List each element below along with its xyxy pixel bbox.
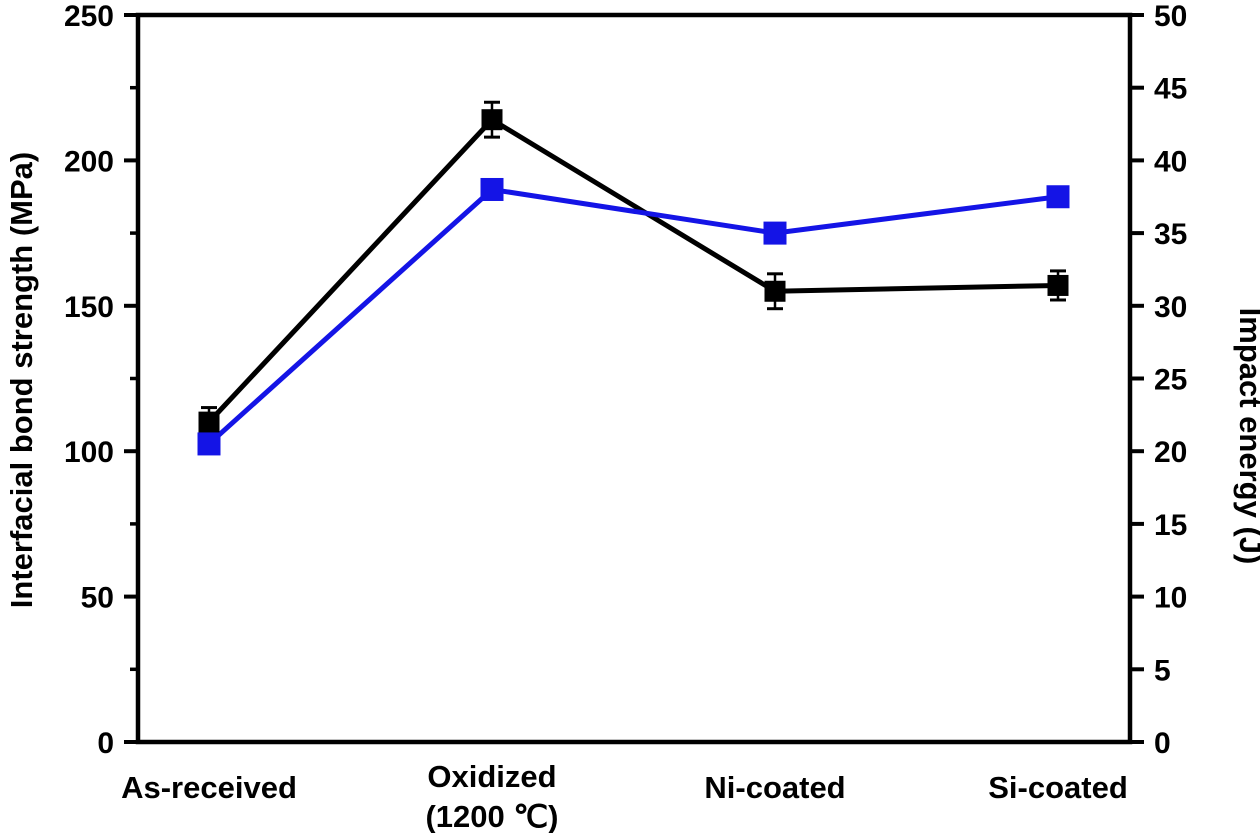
axes-layer: 0 50 100 150 200 250 0 5 10 15 20 25 30 35 40 45 50 As-re… [64, 0, 1187, 833]
impact-energy-marker [480, 177, 504, 201]
x-category-label: (1200 ℃) [425, 799, 558, 833]
x-category-label: Ni-coated [704, 770, 845, 805]
right-axis-tick-label: 35 [1154, 218, 1187, 251]
right-axis-tick-label: 15 [1154, 509, 1187, 542]
series-layer [197, 100, 1070, 456]
left-axis-tick-label: 200 [64, 145, 114, 178]
impact-energy-marker [763, 221, 787, 245]
right-axis-tick-label: 10 [1154, 582, 1187, 615]
x-category-label: Oxidized [427, 759, 556, 794]
right-axis-tick-label: 0 [1154, 727, 1171, 760]
impact-energy-line [207, 186, 1059, 446]
titles-layer: Interfacial bond strength (MPa) Impact e… [4, 152, 1260, 608]
x-category-label: Si-coated [988, 770, 1128, 805]
left-axis-tick-label: 50 [81, 582, 114, 615]
left-axis-title: Interfacial bond strength (MPa) [4, 152, 39, 608]
left-axis-tick-label: 100 [64, 436, 114, 469]
right-axis-tick-label: 20 [1154, 436, 1187, 469]
left-axis-tick-label: 0 [97, 727, 114, 760]
interfacial-bond-strength-marker [481, 109, 503, 131]
impact-energy-marker [1046, 185, 1070, 209]
interfacial-bond-strength-marker [764, 280, 786, 302]
right-axis-tick-label: 25 [1154, 364, 1187, 397]
right-axis-title: Impact energy (J) [1233, 308, 1260, 565]
right-axis-tick-label: 5 [1154, 654, 1171, 687]
x-category-label: As-received [121, 770, 297, 805]
right-axis-tick-label: 40 [1154, 145, 1187, 178]
plot-frame [135, 12, 1133, 745]
right-axis-tick-label: 50 [1154, 0, 1187, 33]
interfacial-bond-strength-marker [198, 411, 220, 433]
impact-energy-marker [197, 432, 221, 456]
right-axis-tick-label: 30 [1154, 291, 1187, 324]
right-axis-tick-label: 45 [1154, 73, 1187, 106]
left-axis-tick-label: 150 [64, 291, 114, 324]
left-axis-tick-label: 250 [64, 0, 114, 33]
interfacial-bond-strength-line [207, 116, 1059, 424]
interfacial-bond-strength-marker [1047, 274, 1069, 296]
